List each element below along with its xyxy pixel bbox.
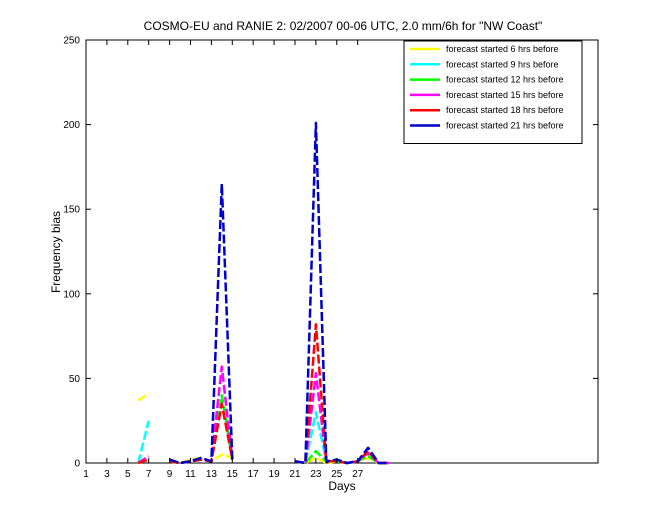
x-tick-label-9: 9 xyxy=(167,469,173,480)
x-tick-label-7: 7 xyxy=(146,469,152,480)
y-tick-label-200: 200 xyxy=(63,120,80,131)
x-tick-label-5: 5 xyxy=(125,469,131,480)
legend-label-5: forecast started 18 hrs before xyxy=(446,105,564,115)
y-tick-label-250: 250 xyxy=(63,36,80,47)
x-tick-label-17: 17 xyxy=(248,469,260,480)
series-line-2-seg-1 xyxy=(136,420,150,464)
series-line-6-seg-1 xyxy=(169,182,234,465)
y-axis-label: Frequency bias xyxy=(49,211,63,293)
legend: forecast started 6 hrs before forecast st… xyxy=(403,40,583,144)
x-tick-label-25: 25 xyxy=(331,469,343,480)
x-tick-label-21: 21 xyxy=(289,469,301,480)
legend-label-3: forecast started 12 hrs before xyxy=(446,75,564,85)
x-tick-label-11: 11 xyxy=(185,469,196,480)
series-layer xyxy=(136,121,389,465)
chart-title: COSMO-EU and RANIE 2: 02/2007 00-06 UTC,… xyxy=(144,19,543,33)
x-tick-label-3: 3 xyxy=(104,469,110,480)
y-tick-label-150: 150 xyxy=(63,205,80,216)
legend-label-2: forecast started 9 hrs before xyxy=(446,59,559,69)
x-tick-label-15: 15 xyxy=(227,469,239,480)
series-line-5-seg-2 xyxy=(169,402,234,465)
x-tick-label-13: 13 xyxy=(206,469,218,480)
x-tick-label-23: 23 xyxy=(310,469,322,480)
x-tick-label-1: 1 xyxy=(83,469,89,480)
series-line-1-seg-1 xyxy=(137,392,150,402)
y-tick-label-0: 0 xyxy=(74,459,80,470)
series-line-6-seg-2 xyxy=(294,121,389,465)
x-axis-label: Days xyxy=(328,479,355,493)
legend-label-6: forecast started 21 hrs before xyxy=(446,121,564,131)
legend-label-1: forecast started 6 hrs before xyxy=(446,44,559,54)
series-line-5-seg-1 xyxy=(137,458,150,465)
x-tick-label-19: 19 xyxy=(269,469,281,480)
x-tick-label-27: 27 xyxy=(352,469,364,480)
y-tick-label-100: 100 xyxy=(63,289,80,300)
legend-label-4: forecast started 15 hrs before xyxy=(446,90,564,100)
y-tick-label-50: 50 xyxy=(69,374,81,385)
